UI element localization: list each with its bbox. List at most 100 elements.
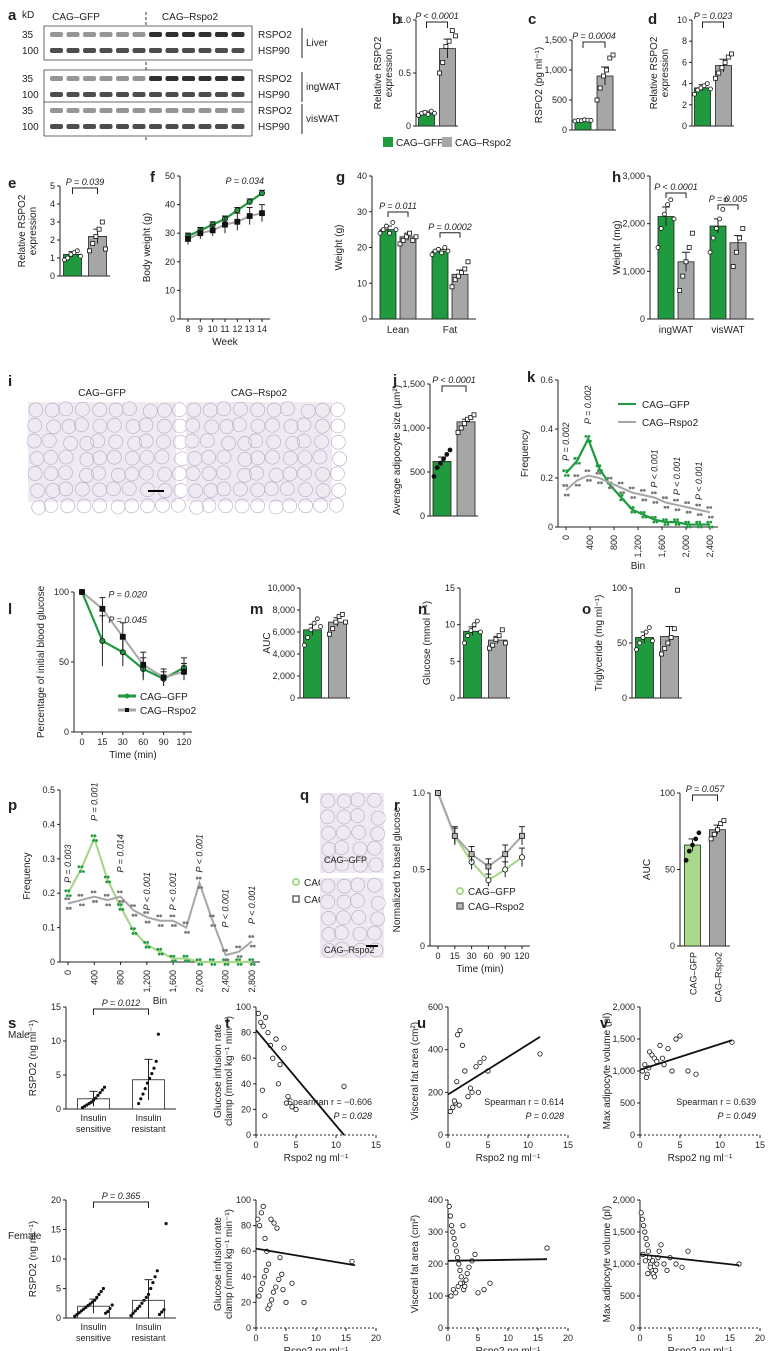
blot-band [215,92,228,97]
histology-q-caption-rspo2: CAG–Rspo2 [324,945,375,955]
data-point-p [200,886,204,890]
y-tick-label-s1: 15 [51,1002,61,1012]
data-point-t2 [255,1216,261,1222]
data-point-v2 [652,1267,659,1274]
stat-label-f: P = 0.034 [226,176,264,186]
y-tick-label-m: 8,000 [272,605,295,615]
data-point-n [465,633,471,639]
mw-label: 100 [22,90,39,101]
data-point-s2 [131,1311,135,1315]
data-point-k [566,493,570,497]
data-point-p [198,958,202,961]
histology-gfp-cell [63,436,78,451]
blot-band [116,32,129,37]
data-point-p [169,954,173,958]
data-point-p [252,944,256,948]
data-point-e [65,255,71,261]
y-tick-label-s2: 0 [56,1313,61,1323]
blot-band [231,108,245,113]
data-point-t1 [270,1055,276,1061]
data-point-h [658,226,664,231]
data-point-p [197,963,201,966]
data-point-p [172,914,176,918]
y-tick-label-u2: 200 [428,1259,443,1269]
data-point-p [222,948,225,952]
data-point-e [99,219,105,225]
y-axis-label-f: Body weight (g) [142,213,153,282]
data-point-p [208,914,212,918]
y-tick-label-f: 40 [165,200,175,210]
y-tick-label-p: 0.5 [42,785,55,795]
data-point-h [710,235,716,241]
stat-label-k: P < 0.001 [672,457,682,495]
histology-q-rspo2-cell [350,893,365,909]
data-point-k [587,435,591,438]
y-tick-label-b: 0 [406,121,411,131]
data-point-s1 [150,1072,154,1076]
data-point-v2 [647,1264,653,1270]
y-tick-label-s2: 15 [51,1225,61,1235]
x-axis-label-u2: Rspo2 ng ml⁻¹ [476,1346,541,1351]
y-tick-label-s2: 20 [51,1195,61,1205]
data-point-k [706,520,710,524]
histology-rspo2-cell [221,436,236,451]
histology-rspo2-cell [282,498,298,514]
data-point-k [655,501,659,504]
y-axis-label-c: RSPO2 (pg ml⁻¹) [534,47,545,123]
data-point-p [81,903,85,907]
y-tick-label-r2: 0 [670,941,675,951]
y-tick-label-e: 4 [50,199,55,209]
blot-band [83,48,96,53]
data-point-o [659,651,664,657]
protein-label: HSP90 [258,46,290,57]
mw-label: 35 [22,74,34,85]
data-point-t2 [268,1297,275,1303]
histology-q-gfp-cell [321,842,337,857]
legend-label-k-rspo2: CAG–Rspo2 [642,418,699,429]
data-point-s2 [140,1301,144,1305]
histology-gfp-cell [106,481,121,497]
data-point-k [562,469,566,473]
data-point-j [461,421,467,427]
panel-label-g: g [336,169,345,186]
histology-q-caption-gfp: CAG–GFP [324,855,367,865]
blot-band [132,48,146,53]
data-point-v1 [677,1033,683,1039]
data-point-p [80,893,84,897]
panel-label-f: f [150,169,156,186]
x-tick-label-t2: 5 [283,1333,288,1343]
histology-gfp-cell [61,419,77,434]
data-point-k [633,510,637,514]
data-point-p [106,893,110,897]
data-point-v2 [638,1210,644,1216]
x-tick-label-p: 2,400 [221,970,231,993]
data-point-s1 [145,1081,149,1085]
data-point-p [238,958,242,961]
blot-band [83,76,96,81]
data-point-p [95,839,98,842]
series-marker-f [197,230,204,237]
data-point-h [690,230,695,236]
x-tick-label-r1: 90 [500,951,510,961]
data-point-k [573,457,577,460]
y-tick-label-n: 5 [450,656,455,666]
data-point-t1 [277,1062,283,1068]
data-point-t1 [341,1083,347,1089]
data-point-s2 [160,1310,164,1314]
data-point-k [696,513,700,517]
blot-band [116,124,129,129]
data-point-d [713,75,718,81]
histology-q-rspo2-cell [320,878,336,894]
data-point-j [471,412,477,418]
data-point-p [239,955,243,958]
histology-rspo2-cell [237,436,253,451]
y-tick-label-v2: 2,000 [612,1195,635,1205]
data-point-p [130,904,133,907]
histology-gfp-cell [75,401,90,417]
histology-rspo2-cell [189,500,205,515]
data-point-p [159,914,163,918]
blot-band [182,48,195,53]
data-point-j [455,429,461,435]
data-point-k [653,491,657,495]
histology-q-rspo2-cell [320,894,335,910]
